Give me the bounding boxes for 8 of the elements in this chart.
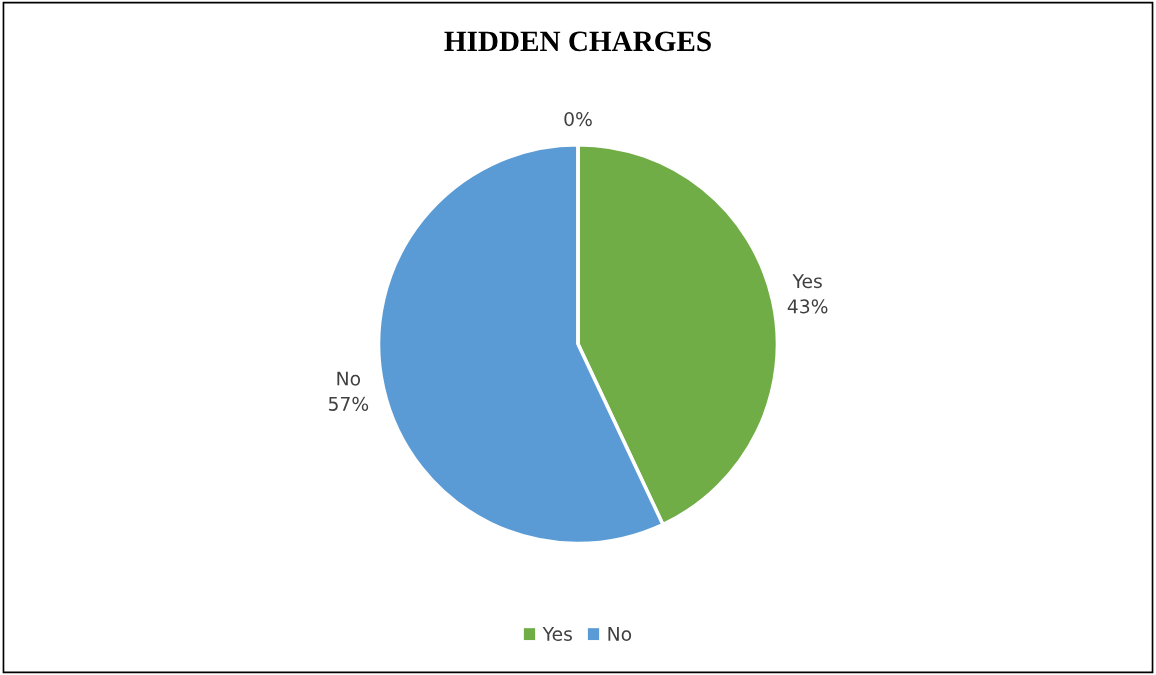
data-label: 57% [328,396,369,411]
data-label: 43% [787,299,828,314]
legend-label: Yes [542,627,572,641]
slice-label: Yes [792,274,822,289]
text: 0% [564,111,592,127]
legend-label: No [608,627,632,641]
chart-title: HIDDEN CHARGES [444,31,711,52]
slice-label: No [337,371,361,386]
